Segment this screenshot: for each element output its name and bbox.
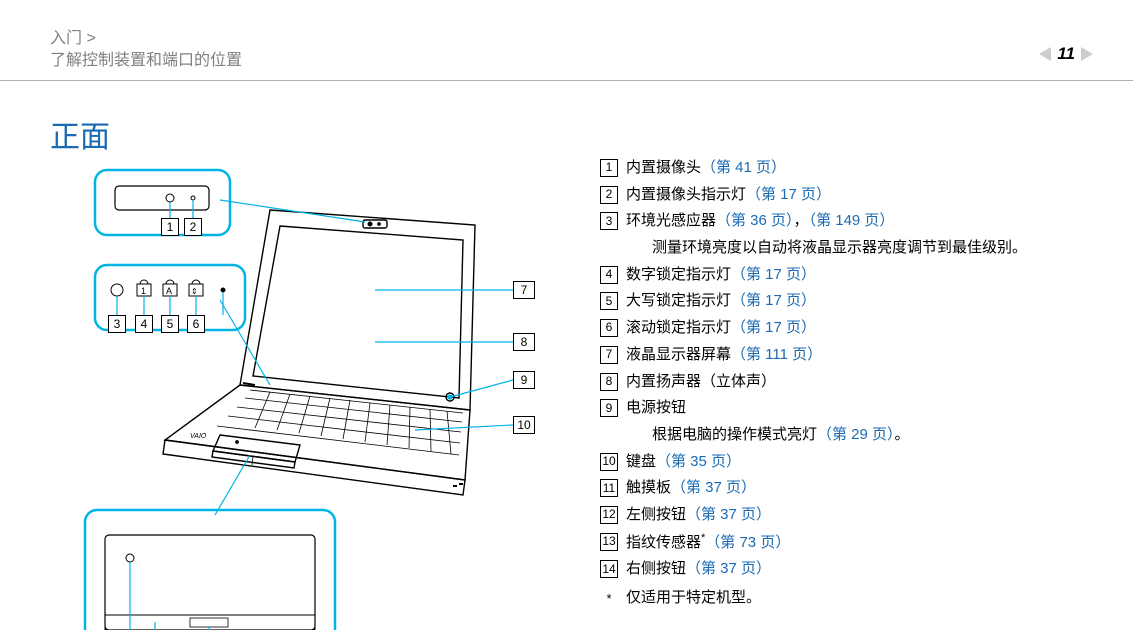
callout-2: 2 [184, 218, 202, 236]
legend-item: 10 键盘（第 35 页） [600, 449, 1110, 476]
page-link[interactable]: （第 17 页） [746, 186, 831, 203]
callout-10: 10 [513, 416, 535, 434]
page-link[interactable]: （第 35 页） [656, 453, 741, 470]
breadcrumb-line1: 入门 > [50, 28, 242, 50]
page-link[interactable]: （第 17 页） [731, 292, 816, 309]
callout-6: 6 [187, 315, 205, 333]
legend-text: 内置摄像头指示灯（第 17 页） [626, 182, 1110, 209]
page-link[interactable]: （第 37 页） [686, 560, 771, 577]
legend-item: 2 内置摄像头指示灯（第 17 页） [600, 182, 1110, 209]
callout-1: 1 [161, 218, 179, 236]
legend-text: 液晶显示器屏幕（第 111 页） [626, 342, 1110, 369]
legend-item: 14 右侧按钮（第 37 页） [600, 556, 1110, 583]
page-title: 正面 [50, 112, 110, 156]
legend-number-box: 6 [600, 319, 618, 337]
callout-3: 3 [108, 315, 126, 333]
legend-item: 1 内置摄像头（第 41 页） [600, 155, 1110, 182]
legend-number-box: 13 [600, 533, 618, 551]
legend-item: 3 环境光感应器（第 36 页），（第 149 页）测量环境亮度以自动将液晶显示器… [600, 208, 1110, 261]
callout-8: 8 [513, 333, 535, 351]
legend-number-box: 2 [600, 186, 618, 204]
svg-text:A: A [166, 286, 172, 296]
page-number: 11 [1057, 44, 1075, 64]
legend-text: 右侧按钮（第 37 页） [626, 556, 1110, 583]
laptop-diagram: VAIO 1 2 1 A [75, 160, 555, 630]
legend-list: 1 内置摄像头（第 41 页） 2 内置摄像头指示灯（第 17 页） 3 环境光感应器（第… [600, 155, 1110, 612]
legend-item: 8 内置扬声器（立体声） [600, 369, 1110, 396]
legend-item: 12 左侧按钮（第 37 页） [600, 502, 1110, 529]
page-link[interactable]: （第 37 页） [671, 479, 756, 496]
legend-item: 11 触摸板（第 37 页） [600, 475, 1110, 502]
legend-item: 13 指纹传感器*（第 73 页） [600, 529, 1110, 557]
legend-text: 内置扬声器（立体声） [626, 369, 1110, 396]
callout-9: 9 [513, 371, 535, 389]
legend-text: 数字锁定指示灯（第 17 页） [626, 262, 1110, 289]
next-page-icon[interactable] [1081, 47, 1093, 61]
legend-subtext: 根据电脑的操作模式亮灯（第 29 页）。 [652, 422, 1110, 449]
breadcrumb: 入门 > 了解控制装置和端口的位置 [50, 28, 242, 73]
legend-item: 7 液晶显示器屏幕（第 111 页） [600, 342, 1110, 369]
header-divider [0, 80, 1133, 81]
callout-5: 5 [161, 315, 179, 333]
legend-text: 左侧按钮（第 37 页） [626, 502, 1110, 529]
callout-4: 4 [135, 315, 153, 333]
legend-text: 环境光感应器（第 36 页），（第 149 页）测量环境亮度以自动将液晶显示器亮… [626, 208, 1110, 261]
callout-7: 7 [513, 281, 535, 299]
page-link[interactable]: （第 111 页） [731, 346, 822, 363]
legend-number-box: 10 [600, 453, 618, 471]
page-link[interactable]: （第 73 页） [705, 534, 790, 551]
legend-item: 4 数字锁定指示灯（第 17 页） [600, 262, 1110, 289]
legend-text: 滚动锁定指示灯（第 17 页） [626, 315, 1110, 342]
svg-text:1: 1 [141, 286, 146, 296]
page-link[interactable]: （第 36 页） [716, 212, 794, 229]
legend-text: 电源按钮根据电脑的操作模式亮灯（第 29 页）。 [626, 395, 1110, 448]
page-link[interactable]: （第 37 页） [686, 506, 771, 523]
legend-number-box: 8 [600, 373, 618, 391]
legend-number-box: 3 [600, 212, 618, 230]
page-link[interactable]: （第 29 页） [817, 426, 895, 443]
legend-item: 9 电源按钮根据电脑的操作模式亮灯（第 29 页）。 [600, 395, 1110, 448]
prev-page-icon[interactable] [1039, 47, 1051, 61]
legend-number-box: 7 [600, 346, 618, 364]
legend-number-box: 1 [600, 159, 618, 177]
legend-number-box: 14 [600, 560, 618, 578]
footnote: *仅适用于特定机型。 [600, 585, 1110, 612]
page-link[interactable]: （第 17 页） [731, 319, 816, 336]
legend-item: 5 大写锁定指示灯（第 17 页） [600, 288, 1110, 315]
legend-text: 键盘（第 35 页） [626, 449, 1110, 476]
legend-number-box: 11 [600, 479, 618, 497]
svg-text:⇕: ⇕ [191, 287, 198, 296]
breadcrumb-line2: 了解控制装置和端口的位置 [50, 50, 242, 72]
legend-number-box: 9 [600, 399, 618, 417]
legend-subtext: 测量环境亮度以自动将液晶显示器亮度调节到最佳级别。 [652, 235, 1110, 262]
page-navigation: 11 [1039, 44, 1093, 64]
legend-number-box: 4 [600, 266, 618, 284]
legend-item: 6 滚动锁定指示灯（第 17 页） [600, 315, 1110, 342]
legend-text: 触摸板（第 37 页） [626, 475, 1110, 502]
legend-text: 内置摄像头（第 41 页） [626, 155, 1110, 182]
svg-text:VAIO: VAIO [190, 433, 207, 440]
page-link[interactable]: （第 41 页） [701, 159, 786, 176]
legend-number-box: 12 [600, 506, 618, 524]
legend-text: 指纹传感器*（第 73 页） [626, 529, 1110, 557]
page-link[interactable]: （第 149 页） [809, 212, 895, 229]
legend-text: 大写锁定指示灯（第 17 页） [626, 288, 1110, 315]
legend-number-box: 5 [600, 292, 618, 310]
page-link[interactable]: （第 17 页） [731, 266, 816, 283]
